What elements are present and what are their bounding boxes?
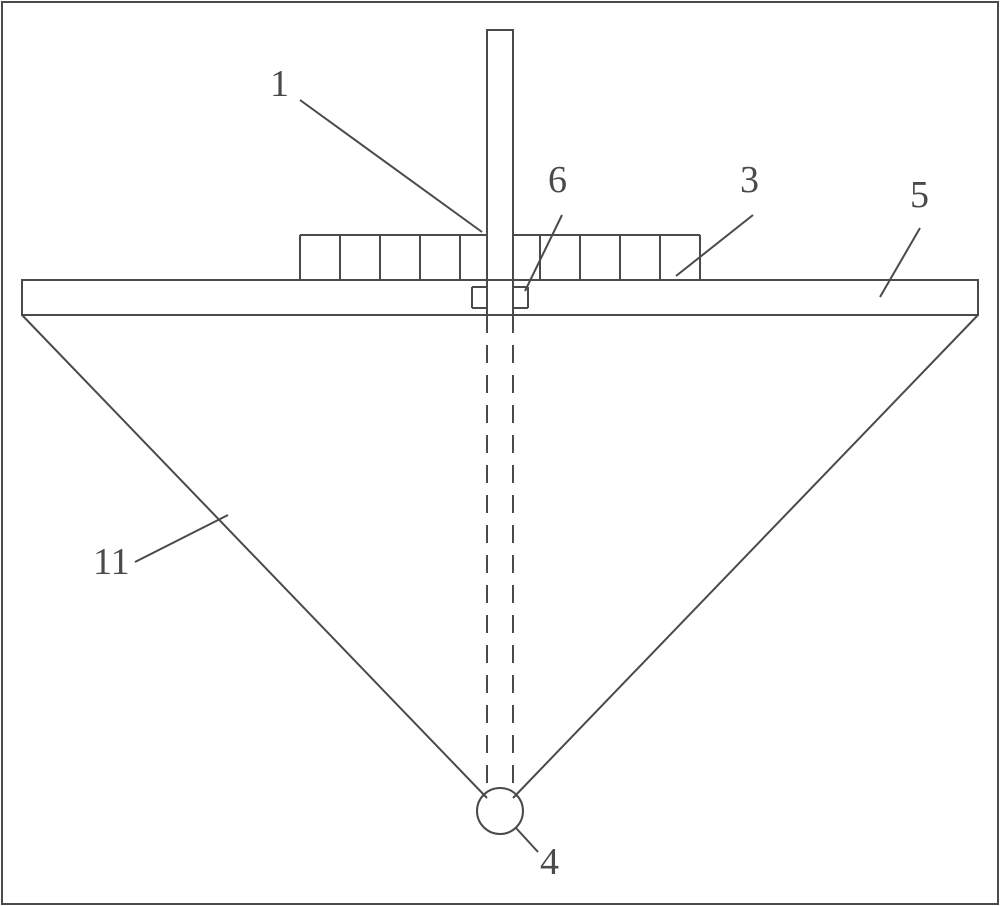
gear-ring <box>300 235 700 280</box>
hub <box>472 280 528 315</box>
frame-border <box>2 2 998 904</box>
label-4: 4 <box>540 840 559 884</box>
technical-diagram: 1 6 3 5 11 4 <box>0 0 1000 906</box>
label-6: 6 <box>548 158 567 202</box>
ball-tip <box>477 788 523 834</box>
cone <box>22 315 978 798</box>
label-11: 11 <box>93 540 130 584</box>
plate <box>22 280 978 315</box>
shaft-top <box>487 30 513 280</box>
shaft-hidden <box>487 315 513 795</box>
diagram-svg <box>0 0 1000 906</box>
label-1: 1 <box>270 62 289 106</box>
label-5: 5 <box>910 173 929 217</box>
label-3: 3 <box>740 158 759 202</box>
leader-lines <box>135 100 920 852</box>
